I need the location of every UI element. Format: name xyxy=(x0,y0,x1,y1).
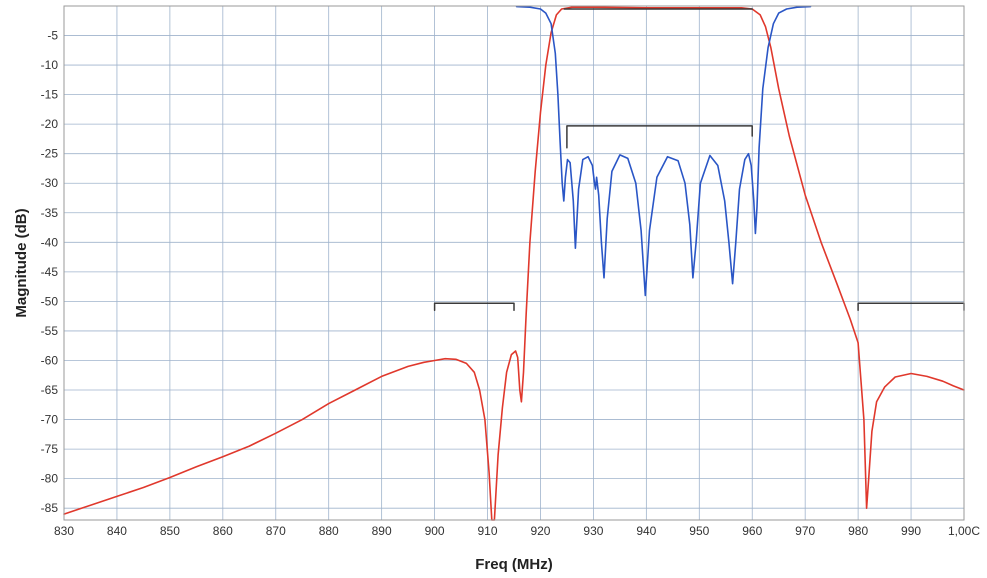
y-tick-label: -15 xyxy=(41,88,59,102)
x-tick-label: 980 xyxy=(848,524,868,538)
x-tick-label: 950 xyxy=(689,524,709,538)
x-tick-label: 840 xyxy=(107,524,127,538)
x-tick-label: 940 xyxy=(636,524,656,538)
y-tick-label: -40 xyxy=(41,235,59,249)
y-tick-label: -25 xyxy=(41,147,59,161)
grid xyxy=(63,6,965,520)
y-tick-label: -30 xyxy=(41,176,59,190)
x-tick-label: 860 xyxy=(213,524,233,538)
x-tick-label: 970 xyxy=(795,524,815,538)
tick-labels: 830 840 850 860 870 880 890 900 910 920 930 940 950 9… xyxy=(41,29,981,538)
y-tick-label: -10 xyxy=(41,58,59,72)
y-tick-label: -5 xyxy=(47,29,58,43)
y-tick-label: -55 xyxy=(41,324,59,338)
x-tick-label: 920 xyxy=(530,524,550,538)
y-axis-label: Magnitude (dB) xyxy=(13,208,30,317)
y-tick-label: -75 xyxy=(41,442,59,456)
y-tick-label: -80 xyxy=(41,472,59,486)
plot-frame xyxy=(63,5,965,521)
y-tick-label: -50 xyxy=(41,294,59,308)
x-tick-label: 870 xyxy=(266,524,286,538)
x-tick-label: 960 xyxy=(742,524,762,538)
spec-mask-line xyxy=(566,125,753,149)
x-tick-label: 890 xyxy=(372,524,392,538)
y-tick-label: -60 xyxy=(41,353,59,367)
blue-response-line xyxy=(515,5,812,297)
x-tick-label: 880 xyxy=(319,524,339,538)
y-tick-label: -65 xyxy=(41,383,59,397)
x-tick-label: 900 xyxy=(425,524,445,538)
x-tick-label: 990 xyxy=(901,524,921,538)
x-tick-label: 930 xyxy=(583,524,603,538)
y-tick-label: -20 xyxy=(41,117,59,131)
y-tick-label: -45 xyxy=(41,265,59,279)
y-tick-label: -35 xyxy=(41,206,59,220)
x-tick-label: 850 xyxy=(160,524,180,538)
x-tick-label: 910 xyxy=(478,524,498,538)
x-tick-label: 830 xyxy=(54,524,74,538)
series-layer xyxy=(63,5,965,521)
x-axis-label: Freq (MHz) xyxy=(475,556,553,573)
red-response-line xyxy=(63,6,965,521)
x-tick-label: 1,00C xyxy=(948,524,980,538)
y-tick-label: -70 xyxy=(41,413,59,427)
y-tick-label: -85 xyxy=(41,501,59,515)
plot-area xyxy=(64,6,964,520)
spec-mask-line xyxy=(433,302,515,312)
